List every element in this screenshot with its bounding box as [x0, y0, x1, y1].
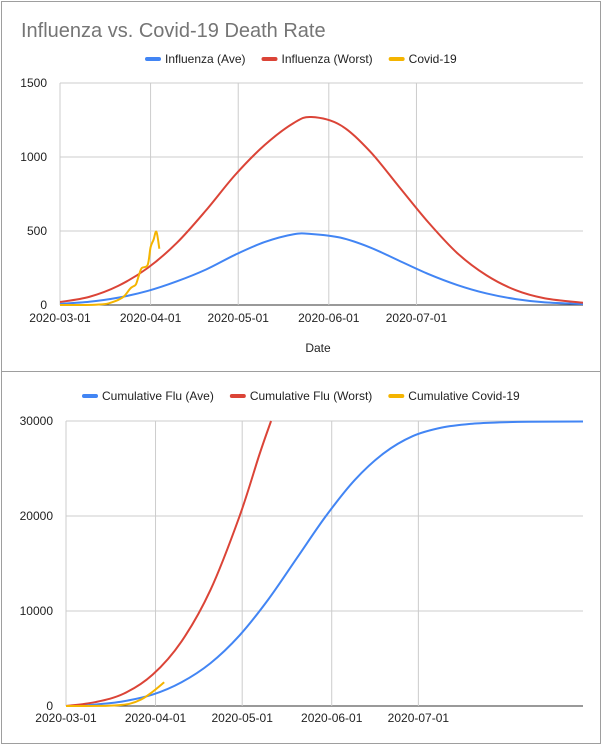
y-tick-label: 1000	[20, 150, 47, 164]
x-tick-label: 2020-04-01	[120, 311, 182, 325]
legend-label-covid-19: Covid-19	[409, 52, 457, 66]
x-tick-label: 2020-06-01	[298, 311, 360, 325]
y-tick-label: 0	[40, 298, 47, 312]
x-tick-label: 2020-03-01	[29, 311, 91, 325]
legend-label-cumulative-covid-19: Cumulative Covid-19	[408, 389, 520, 403]
x-tick-label: 2020-06-01	[301, 711, 363, 725]
y-tick-label: 0	[46, 699, 53, 713]
series-line-cumulative-covid-19	[66, 681, 165, 707]
y-tick-label: 1500	[20, 76, 47, 90]
bottom-chart-panel: 0 10000 20000 30000 2020-03-01 2020-04-01 2020…	[1, 371, 601, 744]
y-tick-label: 30000	[20, 414, 54, 428]
x-tick-label: 2020-04-01	[125, 711, 187, 725]
y-tick-label: 500	[27, 224, 47, 238]
legend-label-cumulative-flu-worst: Cumulative Flu (Worst)	[250, 389, 372, 403]
y-tick-label: 10000	[20, 604, 54, 618]
series-line-cumulative-flu-worst	[66, 420, 273, 707]
legend-label-influenza-worst: Influenza (Worst)	[282, 52, 373, 66]
chart-title: Influenza vs. Covid-19 Death Rate	[21, 20, 326, 42]
x-tick-label: 2020-05-01	[208, 311, 270, 325]
legend-label-cumulative-flu-ave: Cumulative Flu (Ave)	[102, 389, 214, 403]
series-line-cumulative-flu-ave	[66, 420, 583, 707]
x-tick-label: 2020-05-01	[211, 711, 273, 725]
x-axis-label: Date	[305, 341, 331, 355]
series-line-covid-19	[60, 230, 161, 306]
x-tick-label: 2020-07-01	[386, 311, 448, 325]
cumulative-chart: 0 10000 20000 30000 2020-03-01 2020-04-01 2020…	[20, 389, 583, 725]
legend-label-influenza-ave: Influenza (Ave)	[165, 52, 246, 66]
series-line-influenza-worst	[60, 115, 583, 304]
death-rate-chart: Influenza vs. Covid-19 Death Rate Date 0…	[20, 20, 583, 355]
top-chart-panel: Influenza vs. Covid-19 Death Rate Date 0…	[1, 1, 601, 372]
series-line-influenza-ave	[60, 232, 583, 305]
y-tick-label: 20000	[20, 509, 54, 523]
x-tick-label: 2020-07-01	[388, 711, 450, 725]
x-tick-label: 2020-03-01	[35, 711, 97, 725]
